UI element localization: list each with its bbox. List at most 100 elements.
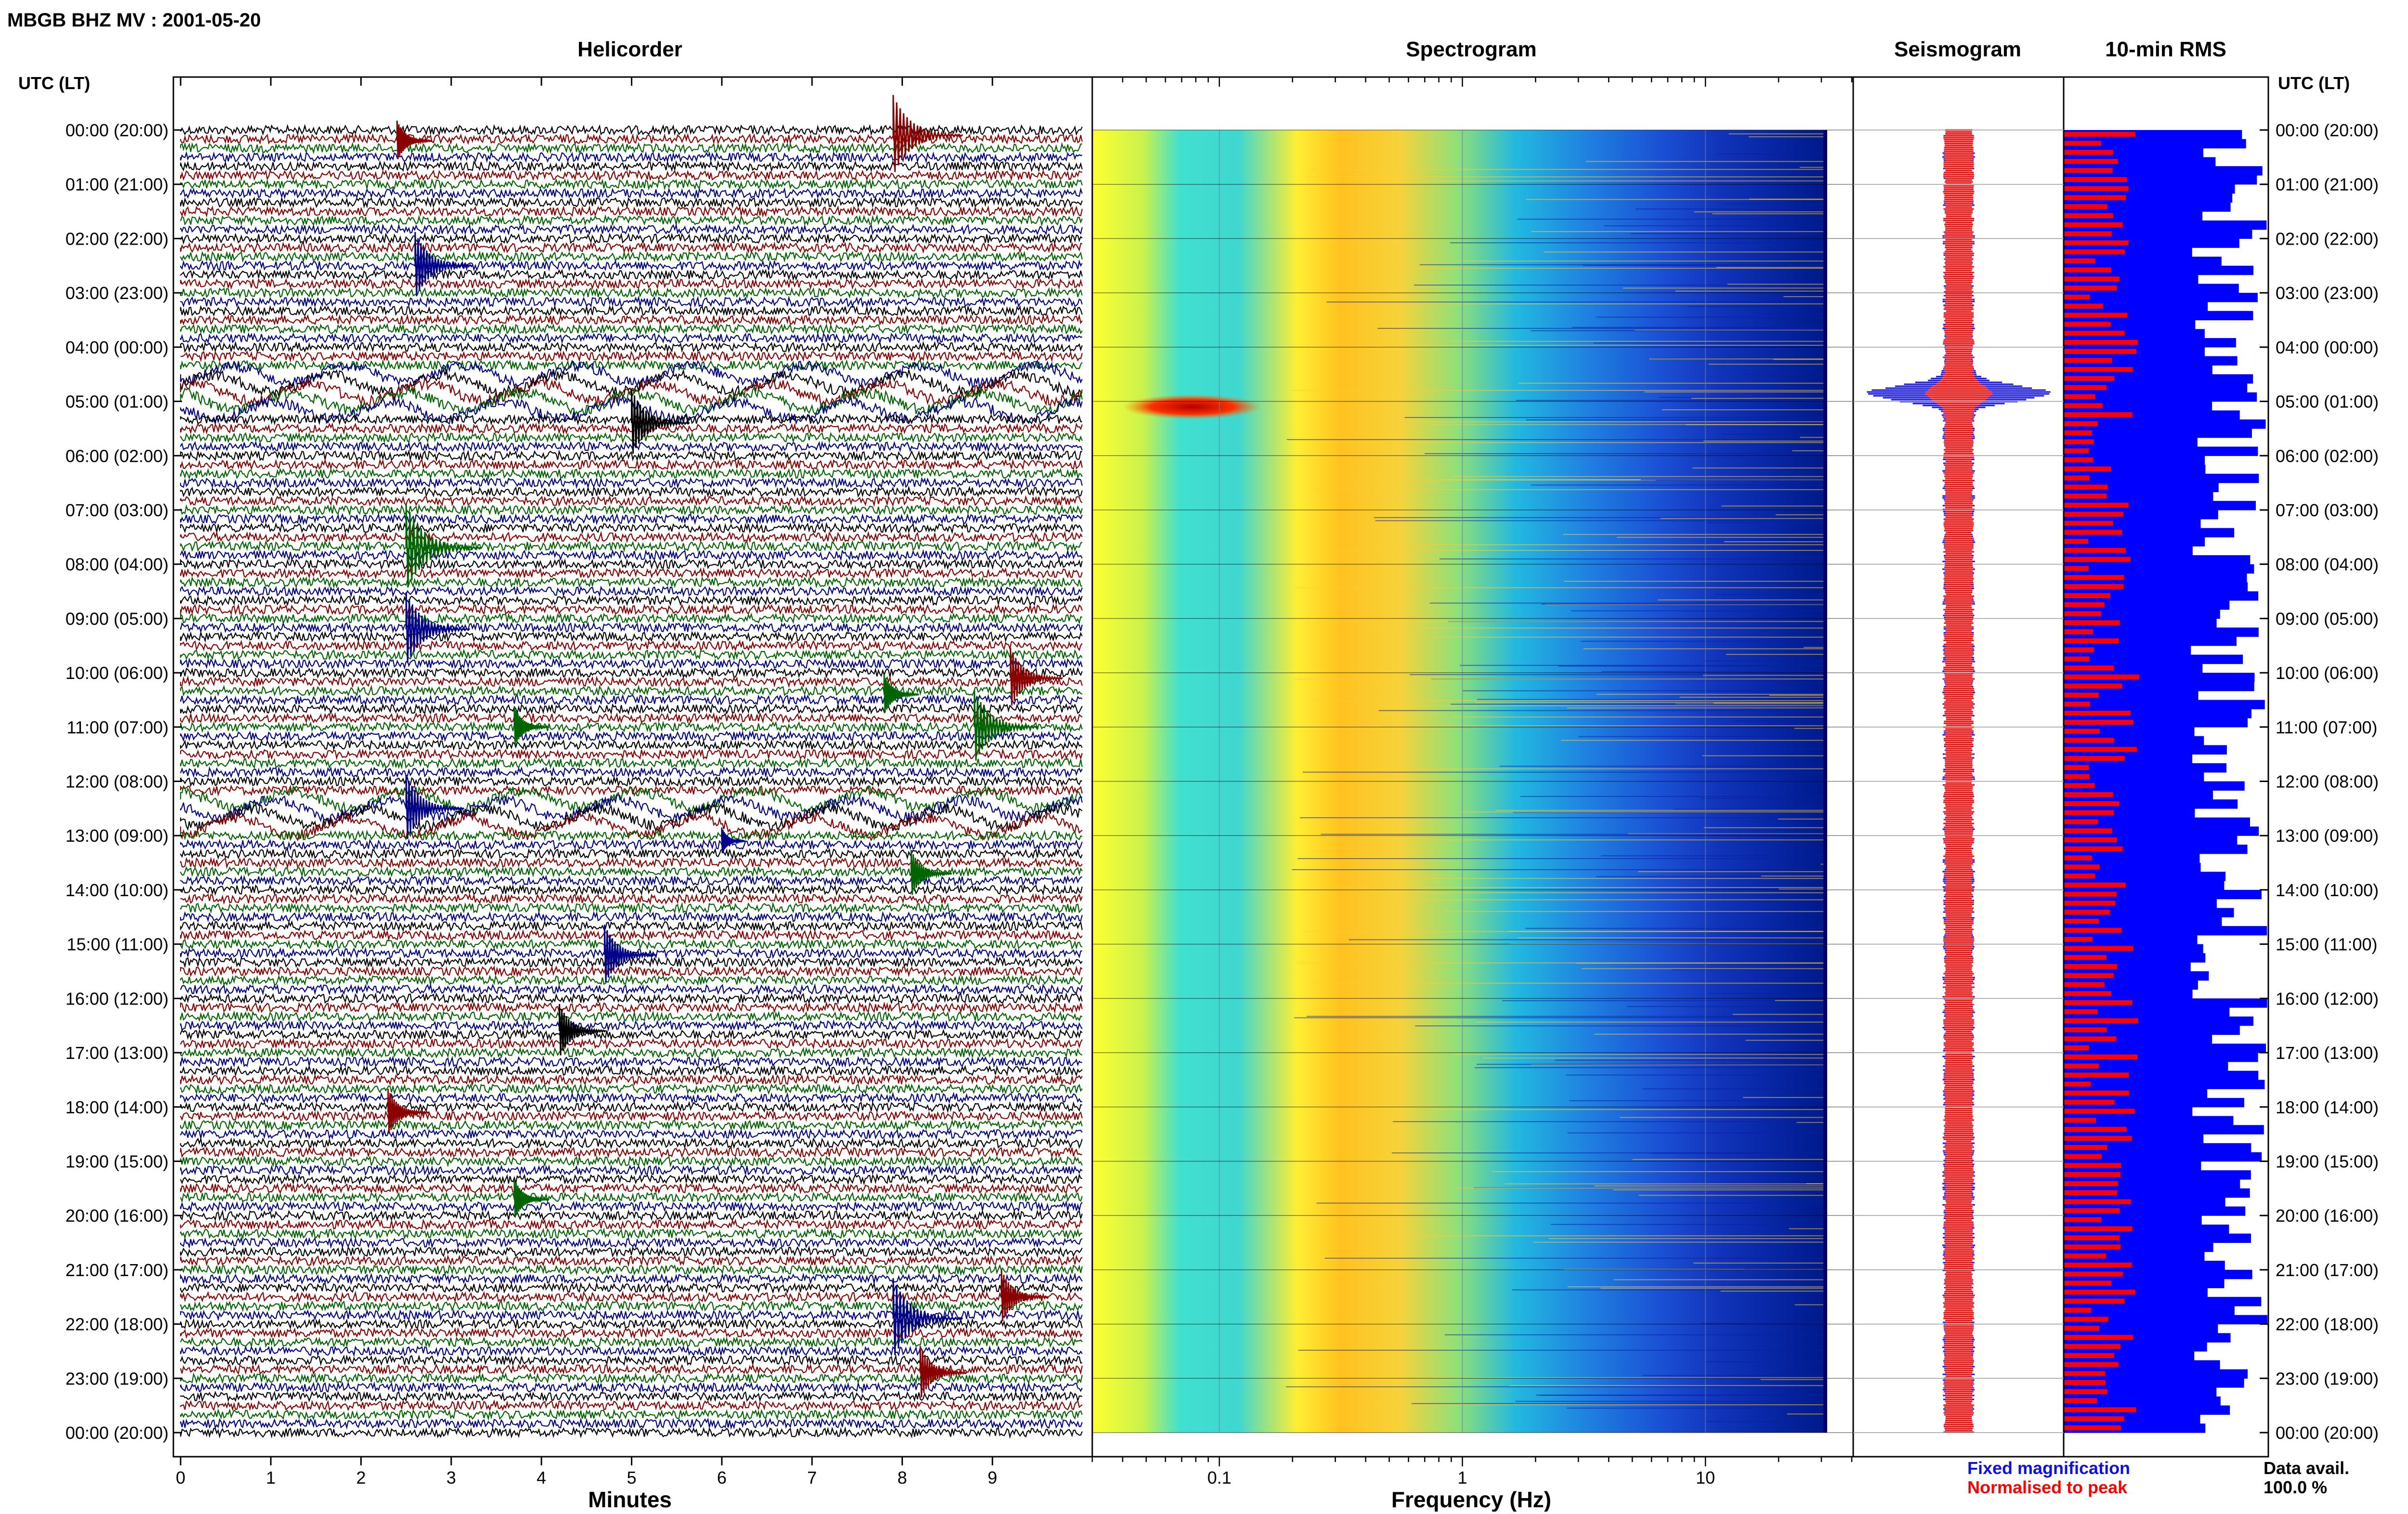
spectrogram-line	[1367, 303, 1823, 305]
helicorder-trace	[180, 730, 1083, 743]
helicorder-trace	[180, 1037, 1083, 1050]
helicorder-trace	[180, 766, 1083, 779]
hour-label-right: 02:00 (22:00)	[2276, 229, 2379, 248]
hour-label-right: 17:00 (13:00)	[2276, 1043, 2379, 1063]
spectrogram-line	[1334, 550, 1823, 551]
spectrogram-line	[1411, 1403, 1823, 1404]
rms-normalised-bar	[2064, 1362, 2119, 1367]
spectrogram-line	[1617, 536, 1823, 538]
hour-label-left: 00:00 (20:00)	[65, 120, 169, 140]
helicorder-trace	[180, 693, 1083, 706]
spectrogram-line	[1520, 796, 1823, 797]
rms-fixed-bar	[2064, 763, 2226, 773]
rms-normalised-bar	[2064, 837, 2117, 843]
hour-label-right: 08:00 (04:00)	[2276, 555, 2379, 574]
rms-normalised-bar	[2064, 656, 2090, 662]
rms-fixed-bar	[2064, 1061, 2228, 1071]
rms-normalised-bar	[2064, 756, 2125, 761]
spectrogram-line	[1400, 839, 1823, 841]
rms-fixed-bar	[2064, 1116, 2234, 1125]
rms-fixed-bar	[2064, 700, 2265, 709]
spectrogram-line	[1451, 704, 1823, 705]
rms-normalised-bar	[2064, 1290, 2135, 1295]
spectrogram-line	[1792, 450, 1823, 452]
helicorder-trace	[180, 1209, 1083, 1222]
helicorder-trace	[180, 594, 1083, 607]
helicorder-trace	[180, 1127, 1083, 1141]
hour-label-right: 15:00 (11:00)	[2276, 935, 2377, 954]
helicorder-trace	[180, 811, 1083, 842]
helicorder-trace	[180, 332, 1083, 344]
rms-normalised-bar	[2064, 1036, 2117, 1042]
spectrogram-line	[1597, 693, 1823, 695]
spectrogram-line	[1364, 345, 1823, 346]
rms-fixed-bar	[2064, 1080, 2265, 1089]
hour-label-right: 03:00 (23:00)	[2276, 283, 2379, 303]
helicorder-event	[396, 120, 432, 159]
spectrogram-line	[1707, 522, 1823, 523]
rms-normalised-bar	[2064, 783, 2094, 788]
rms-fixed-bar	[2064, 1025, 2240, 1035]
rms-normalised-bar	[2064, 810, 2114, 815]
spectrogram-line	[1623, 287, 1823, 289]
freq-tick-label: 10	[1696, 1468, 1715, 1488]
legend-normalised-to-peak: Normalised to peak	[1967, 1477, 2128, 1497]
helicorder-trace	[180, 666, 1083, 679]
helicorder-title: Helicorder	[577, 38, 682, 61]
helicorder-trace	[180, 865, 1083, 878]
helicorder-trace	[180, 1191, 1083, 1204]
helicorder-trace	[180, 1390, 1083, 1403]
helicorder-trace	[180, 513, 1083, 525]
hour-label-left: 04:00 (00:00)	[65, 338, 169, 357]
helicorder-trace	[180, 965, 1083, 978]
helicorder-event	[513, 1179, 550, 1218]
helicorder-trace	[180, 1136, 1083, 1149]
station-title: MBGB BHZ MV : 2001-05-20	[7, 10, 261, 31]
rms-normalised-bar	[2064, 1190, 2118, 1195]
rms-normalised-bar	[2064, 1380, 2106, 1385]
helicorder-event	[973, 690, 1039, 761]
rms-normalised-bar	[2064, 412, 2133, 418]
helicorder-trace	[180, 431, 1083, 444]
helicorder-trace	[180, 893, 1083, 905]
helicorder-event	[1009, 648, 1063, 706]
rms-normalised-bar	[2064, 204, 2107, 209]
spectrogram-line	[1477, 699, 1823, 700]
rms-normalised-bar	[2064, 738, 2114, 743]
rms-normalised-bar	[2064, 168, 2113, 173]
spectrogram-line	[1712, 213, 1823, 214]
spectrogram-line	[1769, 695, 1823, 696]
helicorder-trace	[180, 540, 1083, 553]
helicorder-trace	[180, 1300, 1083, 1312]
spectrogram-line	[1794, 728, 1823, 729]
helicorder-trace	[180, 639, 1083, 652]
spectrogram-line	[1671, 969, 1823, 970]
spectrogram-line	[1726, 653, 1823, 655]
hour-label-left: 12:00 (08:00)	[65, 772, 169, 792]
rms-fixed-bar	[2064, 627, 2259, 637]
spectrogram-line	[1307, 1016, 1823, 1017]
rms-normalised-bar	[2064, 910, 2110, 915]
helicorder-trace	[180, 1327, 1083, 1340]
rms-normalised-bar	[2064, 674, 2139, 680]
spectrogram-line	[1632, 1159, 1823, 1160]
rms-normalised-bar	[2064, 1181, 2118, 1187]
rms-fixed-bar	[2064, 139, 2246, 149]
spectrogram-line	[1601, 855, 1823, 857]
rms-normalised-bar	[2064, 1271, 2123, 1277]
hour-label-right: 20:00 (16:00)	[2276, 1206, 2379, 1226]
rms-normalised-bar	[2064, 1326, 2099, 1331]
spectrogram-line	[1414, 285, 1823, 286]
rms-normalised-bar	[2064, 774, 2090, 779]
helicorder-trace	[180, 720, 1083, 733]
hour-label-left: 03:00 (23:00)	[65, 283, 169, 303]
helicorder-trace	[180, 775, 1083, 788]
helicorder-trace	[180, 1272, 1083, 1285]
rms-fixed-bar	[2064, 473, 2259, 483]
rms-normalised-bar	[2064, 846, 2123, 851]
rms-fixed-bar	[2064, 564, 2254, 574]
helicorder-trace	[180, 441, 1083, 453]
spectrogram-event	[1123, 394, 1262, 419]
helicorder-trace	[180, 132, 1083, 145]
spectrogram-line	[1820, 863, 1823, 865]
